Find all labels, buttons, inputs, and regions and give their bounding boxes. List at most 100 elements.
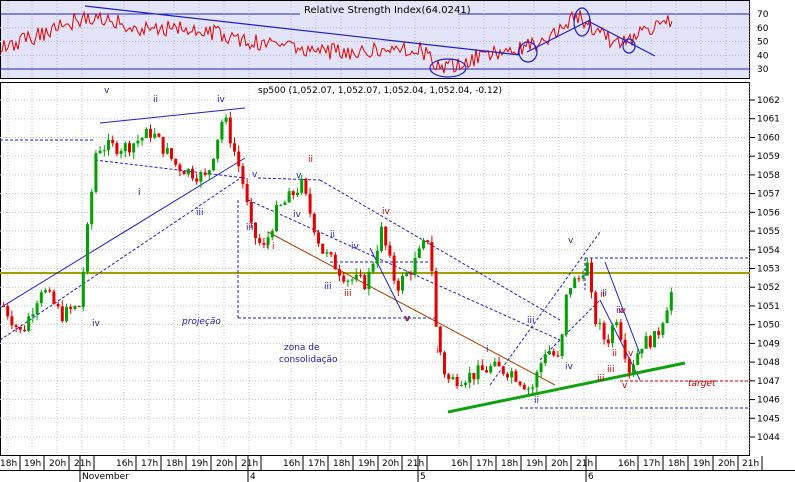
x-tick-label: 19h xyxy=(693,459,710,469)
x-tick-label: 18h xyxy=(501,459,518,469)
candle xyxy=(308,187,312,218)
candle xyxy=(346,279,350,287)
candle xyxy=(35,300,39,321)
wave-label: iv xyxy=(565,362,574,372)
candle xyxy=(199,170,203,188)
candle xyxy=(191,165,194,182)
candle xyxy=(237,145,241,172)
x-tick-label: 20h xyxy=(216,459,233,469)
wave-label: iv xyxy=(217,95,226,105)
wave-label: iv xyxy=(616,306,625,316)
candle xyxy=(140,137,144,146)
wave-label-red: ii xyxy=(600,290,605,300)
candle xyxy=(657,327,661,339)
candle xyxy=(2,302,5,307)
candle xyxy=(325,249,329,258)
x-tick-label: 20h xyxy=(551,459,568,469)
wave-label-red: i xyxy=(436,346,439,356)
candle xyxy=(203,168,207,177)
candle xyxy=(10,310,14,330)
date-label: 6 xyxy=(588,472,594,482)
x-tick-label: 20h xyxy=(718,459,735,469)
candle xyxy=(623,333,627,363)
time-axis: 18h 19h 20h 21h 16h 17h 18h 19h 20h 21h 16h 17h 18h 1… xyxy=(0,456,795,482)
candle xyxy=(564,294,568,337)
candle xyxy=(178,162,182,177)
x-tick-label: 18h xyxy=(668,459,685,469)
candle xyxy=(296,187,299,198)
wave-label-red: iv xyxy=(618,306,627,316)
x-tick-label: 21h xyxy=(74,459,91,469)
wave-label-red: v xyxy=(404,314,410,324)
candle xyxy=(182,169,186,175)
y-tick-label: 1053 xyxy=(757,265,780,275)
candle xyxy=(464,380,467,388)
candle xyxy=(409,270,413,281)
candle xyxy=(636,347,640,366)
rsi-trendlines xyxy=(84,5,656,78)
x-tick-label: 17h xyxy=(643,459,660,469)
candle xyxy=(602,320,606,345)
wave-label-red: ii xyxy=(612,349,617,359)
candle xyxy=(291,190,295,200)
candle xyxy=(65,303,68,323)
x-tick-label: 19h xyxy=(191,459,208,469)
candle xyxy=(270,228,274,241)
candle xyxy=(443,350,446,378)
x-tick-label: 18h xyxy=(333,459,350,469)
candle xyxy=(6,303,10,320)
rsi-tick-label: 30 xyxy=(757,65,769,75)
wave-label: ii xyxy=(534,396,539,406)
x-tick-label: 21h xyxy=(241,459,258,469)
wave-label: iii xyxy=(527,316,535,326)
candle xyxy=(39,289,43,307)
candle xyxy=(543,350,547,366)
candle xyxy=(552,348,556,357)
candle xyxy=(321,243,325,255)
candle xyxy=(233,137,236,157)
candle xyxy=(275,200,278,233)
candle xyxy=(312,212,316,236)
candle xyxy=(136,134,140,148)
wave-label: iv xyxy=(92,319,101,329)
chart-title: sp500 (1,052.07, 1,052.07, 1,052.04, 1,0… xyxy=(258,86,502,96)
candle xyxy=(522,382,526,390)
candle xyxy=(451,373,455,380)
main-grid xyxy=(0,83,751,455)
y-tick-label: 1044 xyxy=(757,433,780,443)
rsi-title-bg xyxy=(300,2,458,16)
candle xyxy=(577,275,581,282)
candle xyxy=(392,251,396,285)
date-label: 5 xyxy=(420,472,426,482)
candles xyxy=(2,111,673,395)
candle xyxy=(165,142,169,155)
wave-label: v xyxy=(296,171,302,181)
x-tick-label: 16h xyxy=(451,459,468,469)
candle xyxy=(426,239,430,245)
candle xyxy=(472,373,476,385)
y-tick-label: 1058 xyxy=(757,171,780,181)
x-tick-label: 17h xyxy=(141,459,158,469)
candle xyxy=(485,366,488,373)
candle xyxy=(653,330,656,348)
candle xyxy=(506,372,509,381)
candle xyxy=(333,252,337,270)
candle xyxy=(661,321,665,338)
candle xyxy=(350,278,354,285)
candle xyxy=(174,158,178,167)
x-tick-label: 16h xyxy=(618,459,635,469)
candle xyxy=(279,203,283,207)
annotations: v ii iv i iii iv v i iii v iv ii iii iv … xyxy=(92,86,716,406)
candle xyxy=(640,348,644,359)
candle xyxy=(535,369,539,393)
candle xyxy=(123,141,127,158)
candle xyxy=(266,231,270,250)
candle xyxy=(77,305,81,308)
candle xyxy=(90,188,94,230)
candle xyxy=(548,345,551,355)
candle xyxy=(581,270,585,282)
wave-label: iii xyxy=(246,223,254,233)
candle xyxy=(287,187,291,203)
wave-label-red: i xyxy=(266,241,269,251)
